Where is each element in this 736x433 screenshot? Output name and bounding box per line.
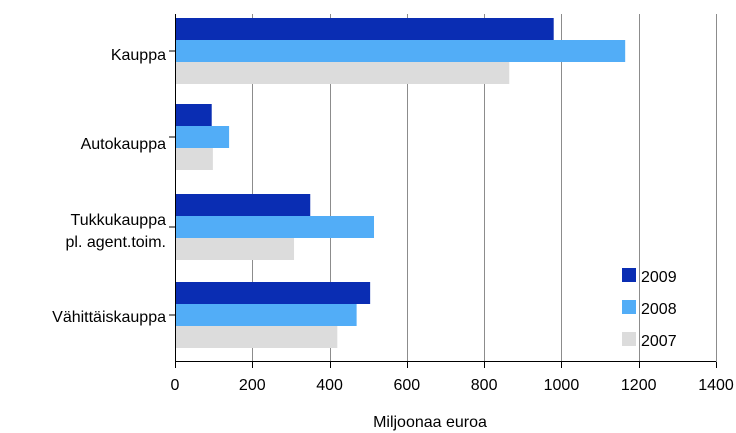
- category-label: Vähittäiskauppa: [52, 309, 166, 326]
- x-tick-labels: 0 200 400 600 800 1000 1200 1400: [171, 362, 734, 394]
- bar-2009: [175, 282, 371, 304]
- category-label: pl. agent.toim.: [66, 234, 167, 251]
- x-tick-label: 1400: [698, 377, 734, 394]
- x-tick-label: 800: [471, 377, 498, 394]
- x-tick-label: 0: [171, 377, 180, 394]
- bar-2009: [175, 104, 212, 126]
- x-tick-label: 600: [394, 377, 421, 394]
- x-tick-label: 1200: [621, 377, 657, 394]
- bar-2007: [175, 62, 510, 84]
- x-tick-label: 1000: [544, 377, 580, 394]
- legend-label: 2009: [641, 269, 677, 286]
- axes: [175, 14, 716, 362]
- bar-2008: [175, 304, 357, 326]
- category-label: Tukkukauppa: [71, 212, 167, 229]
- legend: 2009 2008 2007: [622, 268, 677, 350]
- bar-2009: [175, 18, 554, 40]
- bar-2007: [175, 238, 295, 260]
- bar-2007: [175, 326, 338, 348]
- x-axis-label: Miljoonaa euroa: [373, 414, 487, 431]
- y-tick-labels: Kauppa Autokauppa Tukkukauppa pl. agent.toi…: [52, 47, 175, 326]
- category-label: Autokauppa: [81, 136, 167, 153]
- legend-swatch-2007: [622, 332, 636, 346]
- category-label: Kauppa: [111, 47, 166, 64]
- bars: [175, 18, 626, 348]
- legend-swatch-2009: [622, 268, 636, 282]
- legend-label: 2007: [641, 333, 677, 350]
- bar-2008: [175, 40, 626, 62]
- bar-2009: [175, 194, 311, 216]
- x-tick-label: 400: [316, 377, 343, 394]
- bar-2008: [175, 216, 375, 238]
- bar-2007: [175, 148, 213, 170]
- legend-label: 2008: [641, 301, 677, 318]
- bar-2008: [175, 126, 230, 148]
- x-tick-label: 200: [239, 377, 266, 394]
- legend-swatch-2008: [622, 300, 636, 314]
